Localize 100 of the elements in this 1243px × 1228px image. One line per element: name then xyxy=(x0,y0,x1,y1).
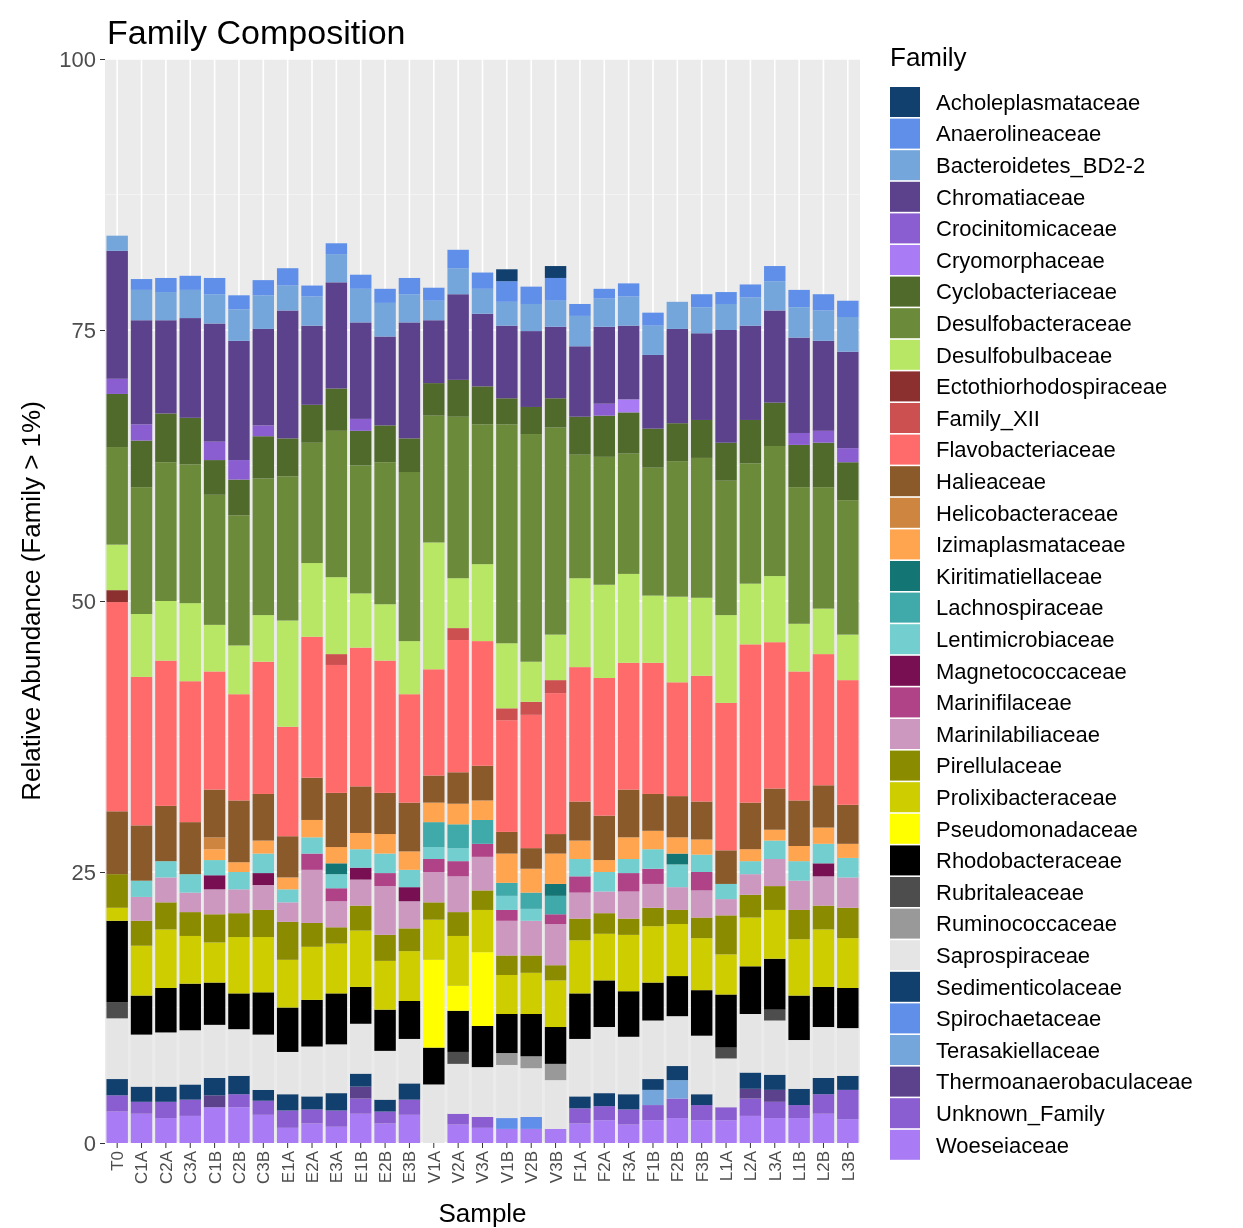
bar xyxy=(788,995,810,1041)
bar xyxy=(666,596,689,683)
bar xyxy=(520,1068,542,1117)
bar xyxy=(812,876,835,906)
legend-label: Saprospiraceae xyxy=(936,942,1091,968)
bar xyxy=(642,1020,664,1080)
bar xyxy=(374,425,396,463)
bar xyxy=(593,326,615,404)
bar xyxy=(252,853,275,874)
bar xyxy=(423,802,445,823)
bar xyxy=(447,628,469,641)
bar xyxy=(179,874,201,893)
bar xyxy=(276,877,299,890)
x-tick-label: V2B xyxy=(522,1151,542,1184)
bar xyxy=(593,288,615,299)
bar xyxy=(764,266,786,282)
bar xyxy=(764,281,786,311)
bar xyxy=(252,1100,275,1115)
bar xyxy=(155,1118,177,1143)
bar xyxy=(593,860,615,872)
bar xyxy=(325,1126,348,1143)
bar xyxy=(106,874,128,908)
bar xyxy=(812,827,835,844)
bar xyxy=(252,992,275,1035)
bar xyxy=(447,268,469,295)
bar xyxy=(447,861,469,877)
bar xyxy=(520,406,542,435)
bar xyxy=(374,302,396,337)
bar xyxy=(203,294,226,324)
bar xyxy=(496,853,518,883)
bar xyxy=(666,1098,689,1119)
bar xyxy=(764,886,786,910)
bar xyxy=(252,937,275,993)
bar xyxy=(617,858,640,874)
legend-label: Sedimenticolaceae xyxy=(936,974,1122,1000)
bar xyxy=(203,982,226,1025)
bar xyxy=(447,1113,469,1125)
bar xyxy=(593,815,615,861)
bar xyxy=(276,902,299,922)
bar xyxy=(739,802,762,850)
bar xyxy=(544,266,567,278)
bar xyxy=(203,1077,226,1096)
bar xyxy=(350,930,372,987)
bar xyxy=(837,500,859,635)
bar xyxy=(471,819,494,844)
bar xyxy=(617,891,640,919)
bar xyxy=(325,901,348,928)
bar xyxy=(739,297,762,326)
x-tick-label: L1A xyxy=(717,1150,736,1182)
bar xyxy=(690,419,713,458)
bar xyxy=(471,641,494,766)
bar xyxy=(252,793,275,841)
bar xyxy=(666,1118,689,1143)
bar xyxy=(812,294,835,311)
bar xyxy=(569,840,591,859)
bar xyxy=(666,682,689,797)
bar xyxy=(276,836,299,878)
bar xyxy=(301,946,323,1000)
bar xyxy=(203,1107,226,1143)
bar xyxy=(398,277,421,295)
bar xyxy=(325,388,348,431)
bar xyxy=(423,320,445,384)
bar xyxy=(739,463,762,584)
bar xyxy=(228,937,250,994)
x-tick-label: C3A xyxy=(181,1150,201,1185)
bar xyxy=(617,1109,640,1125)
bar xyxy=(228,515,250,646)
x-tick-label: E3A xyxy=(327,1150,347,1184)
bar xyxy=(569,1108,591,1124)
bar xyxy=(374,853,396,874)
bar xyxy=(837,938,859,988)
bar xyxy=(690,333,713,420)
bar xyxy=(715,303,737,330)
bar xyxy=(106,1095,128,1112)
bar xyxy=(496,708,518,721)
bar xyxy=(812,843,835,864)
bar xyxy=(690,917,713,939)
bar xyxy=(106,447,128,545)
bar xyxy=(739,583,762,645)
bar xyxy=(690,854,713,872)
bar xyxy=(228,340,250,461)
bar xyxy=(690,938,713,991)
legend-label: Kiritimatiellaceae xyxy=(936,563,1103,589)
bar xyxy=(642,982,664,1021)
bar xyxy=(276,726,299,837)
bar xyxy=(666,461,689,597)
legend-label: Bacteroidetes_BD2-2 xyxy=(936,152,1146,178)
bar xyxy=(398,438,421,472)
bar xyxy=(276,1051,299,1095)
bar xyxy=(325,1044,348,1094)
bar xyxy=(715,1058,737,1108)
bar xyxy=(350,418,372,431)
bar xyxy=(593,1106,615,1121)
bar xyxy=(642,428,664,468)
bar xyxy=(228,862,250,872)
bar xyxy=(764,829,786,841)
bar xyxy=(496,720,518,832)
bar xyxy=(520,331,542,407)
bar xyxy=(301,1109,323,1124)
bar xyxy=(179,1030,201,1085)
